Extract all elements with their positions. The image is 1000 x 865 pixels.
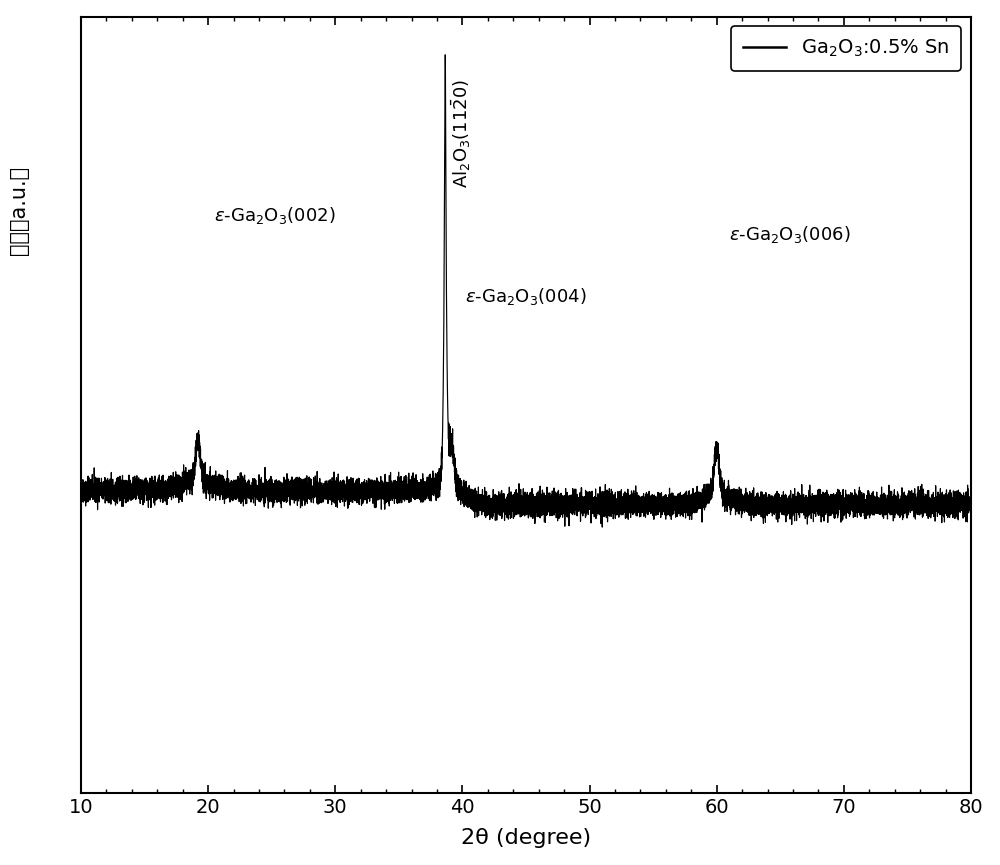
Text: $\varepsilon$-Ga$_2$O$_3$(006): $\varepsilon$-Ga$_2$O$_3$(006) <box>729 224 851 246</box>
Text: 强度（a.u.）: 强度（a.u.） <box>9 166 29 255</box>
Text: $\varepsilon$-Ga$_2$O$_3$(004): $\varepsilon$-Ga$_2$O$_3$(004) <box>465 286 587 307</box>
Text: $\varepsilon$-Ga$_2$O$_3$(002): $\varepsilon$-Ga$_2$O$_3$(002) <box>214 205 336 227</box>
Legend: Ga$_2$O$_3$:0.5% Sn: Ga$_2$O$_3$:0.5% Sn <box>731 27 961 71</box>
Text: Al$_2$O$_3$(11$\bar{2}$0): Al$_2$O$_3$(11$\bar{2}$0) <box>449 79 473 189</box>
X-axis label: 2θ (degree): 2θ (degree) <box>461 829 591 849</box>
